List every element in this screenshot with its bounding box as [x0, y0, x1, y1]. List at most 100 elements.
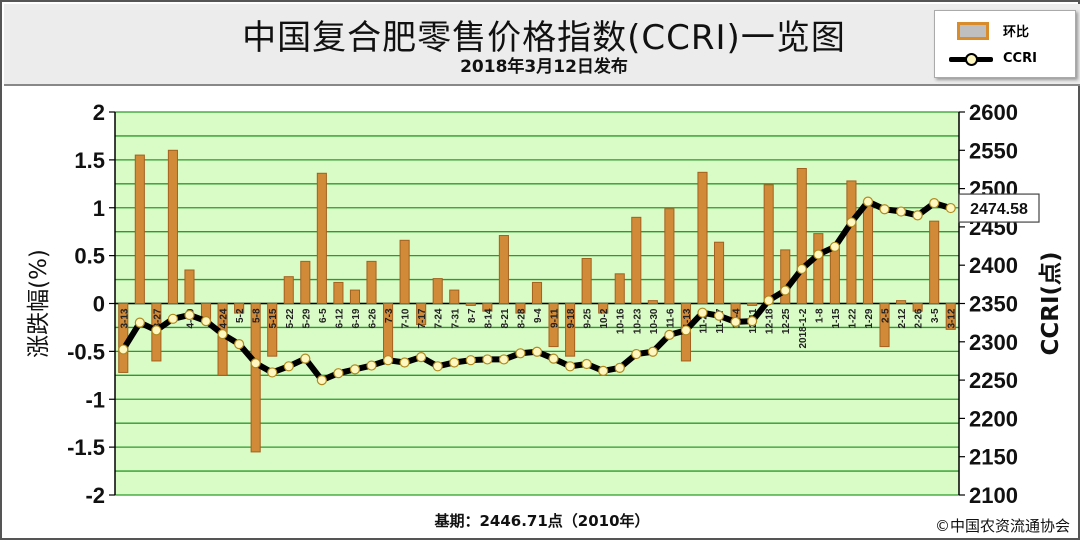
bar — [598, 303, 609, 314]
category-label: 5-2 — [235, 308, 246, 323]
ccri-point — [647, 346, 658, 357]
bar — [862, 200, 874, 304]
bar — [664, 208, 675, 305]
bar — [399, 239, 410, 304]
bar — [614, 273, 625, 305]
bar — [134, 154, 145, 304]
bar — [465, 303, 476, 306]
bar — [846, 180, 857, 304]
ccri-point — [680, 325, 692, 336]
ccri-point — [250, 358, 261, 369]
bar — [416, 303, 427, 326]
category-label: 1-15 — [831, 308, 842, 328]
bar — [929, 220, 940, 304]
ccri-point — [895, 206, 907, 217]
bar — [333, 281, 344, 304]
bar — [747, 303, 758, 306]
base-period-note: 基期：2446.71点（2010年） — [434, 512, 650, 530]
category-label: 10-30 — [649, 308, 660, 334]
left-tick-label: 2 — [93, 100, 105, 125]
bar — [813, 233, 824, 304]
ccri-point — [267, 367, 278, 378]
ccri-point — [432, 361, 443, 372]
ccri-point — [581, 358, 592, 370]
category-label: 3-12 — [947, 308, 958, 328]
right-tick-label: 2550 — [969, 138, 1018, 163]
ccri-point — [118, 344, 129, 355]
bar — [548, 303, 559, 348]
bar — [250, 303, 261, 453]
bar — [349, 289, 361, 305]
callout-value: 2474.58 — [970, 201, 1028, 218]
category-label: 3-13 — [119, 308, 130, 328]
right-tick-label: 2100 — [969, 483, 1018, 508]
bar — [283, 276, 294, 305]
ccri-point — [780, 285, 791, 296]
ccri-point — [912, 210, 923, 221]
bar — [366, 260, 377, 304]
ccri-point — [713, 310, 725, 321]
bar — [267, 303, 278, 357]
category-label: 2018-1-2 — [798, 308, 809, 348]
ccri-point — [234, 338, 245, 350]
category-label: 6-26 — [368, 308, 379, 328]
category-label: 8-21 — [500, 308, 511, 328]
category-label: 3-5 — [930, 308, 941, 323]
bar — [647, 300, 658, 305]
category-label: 5-8 — [252, 308, 263, 323]
right-tick-label: 2400 — [969, 253, 1018, 278]
category-label: 6-5 — [318, 308, 329, 323]
ccri-point — [929, 198, 940, 209]
bar — [945, 303, 956, 330]
ccri-point — [349, 364, 361, 375]
ccri-point — [614, 362, 625, 373]
y2-axis-title: CCRI(点) — [1038, 251, 1064, 355]
category-label: 6-12 — [334, 308, 345, 328]
ccri-point — [862, 196, 874, 207]
category-label: 12-25 — [781, 308, 792, 334]
ccri-point — [631, 348, 642, 360]
category-label: 9-4 — [533, 308, 544, 323]
category-label: 9-18 — [566, 308, 577, 328]
left-tick-label: -2 — [85, 483, 105, 508]
bar — [697, 171, 708, 304]
category-label: 10-16 — [616, 308, 627, 334]
bar — [184, 269, 195, 304]
bar — [531, 281, 543, 304]
chart-title: 中国复合肥零售价格指数(CCRI)一览图 — [242, 18, 846, 58]
ccri-point — [664, 329, 675, 341]
chart-header: 中国复合肥零售价格指数(CCRI)一览图 2018年3月12日发布 环比 CCR… — [4, 4, 1080, 86]
ccri-point — [283, 361, 294, 372]
ccri-point — [697, 307, 708, 318]
left-tick-label: -1 — [85, 387, 105, 412]
ccri-point — [200, 316, 212, 327]
right-tick-label: 2150 — [969, 445, 1018, 470]
ccri-point — [465, 355, 476, 366]
ccri-point — [945, 202, 956, 214]
category-label: 11-20 — [698, 308, 709, 333]
legend-bar-label: 环比 — [1003, 25, 1030, 40]
bar — [829, 245, 840, 305]
left-tick-label: 1 — [93, 196, 105, 221]
ccri-point — [449, 357, 460, 368]
category-label: 9-25 — [583, 308, 594, 328]
bar — [713, 241, 725, 304]
category-label: 3-27 — [152, 308, 163, 328]
bar — [896, 300, 907, 305]
bar — [498, 235, 509, 304]
category-label: 2-12 — [897, 308, 908, 328]
chart-legend: 环比 CCRI — [934, 10, 1076, 78]
category-label: 7-10 — [401, 308, 412, 328]
left-tick-label: -0.5 — [67, 339, 105, 364]
category-label: 5-15 — [268, 308, 279, 328]
callout-box — [958, 193, 1040, 223]
left-tick-label: 0 — [93, 292, 105, 317]
legend-line-label: CCRI — [1003, 51, 1037, 66]
ccri-point — [730, 316, 741, 327]
category-label: 7-24 — [434, 308, 445, 328]
right-tick-label: 2300 — [969, 330, 1018, 355]
bar — [167, 149, 178, 304]
ccri-point — [498, 354, 510, 365]
